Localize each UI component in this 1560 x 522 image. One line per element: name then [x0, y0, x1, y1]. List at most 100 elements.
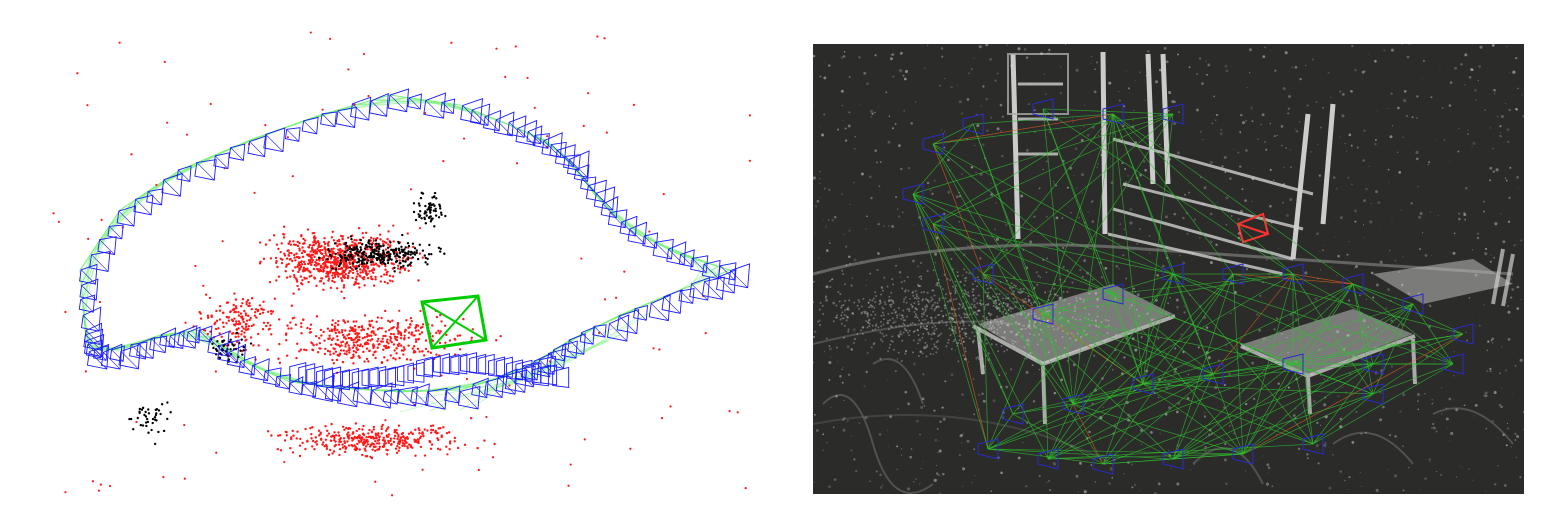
map-points	[128, 191, 447, 446]
keyframe-icon	[627, 221, 648, 245]
keyframe-icon	[716, 269, 737, 294]
keyframe-icon	[1442, 353, 1464, 375]
keyframe-icon	[397, 386, 418, 407]
keyframe-icon	[972, 263, 994, 285]
keyframe-icon	[1362, 353, 1384, 375]
keyframe-icon	[1202, 363, 1224, 385]
keyframe-icon	[369, 92, 389, 117]
keyframe-icon	[607, 314, 630, 342]
keyframe-icon	[607, 209, 628, 229]
keyframe-icon	[633, 305, 649, 321]
sparse-map-panel	[40, 30, 760, 500]
keyframe-icon	[483, 109, 502, 132]
keyframe-icon	[1162, 448, 1184, 470]
keyframe-icon	[648, 294, 671, 322]
keyframe-icon	[1162, 263, 1184, 285]
keyframe-icon	[1232, 443, 1254, 465]
keyframe-icon	[107, 224, 124, 240]
keyframe-icon	[1162, 103, 1184, 125]
keyframe-icon	[116, 205, 137, 227]
keyframe-icon	[440, 98, 456, 114]
dense-reconstruction-canvas	[813, 44, 1524, 494]
keyframe-icon	[1362, 383, 1384, 405]
keyframe-icon	[177, 324, 198, 349]
keyframe-icon	[423, 92, 447, 119]
keyframe-icon	[301, 116, 319, 135]
keyframe-icon	[1452, 323, 1474, 345]
keyframe-icon	[407, 93, 422, 110]
keyframe-icon	[197, 325, 213, 343]
keyframe-icon	[1302, 433, 1324, 455]
keyframe-icon	[176, 165, 192, 183]
keyframe-icon	[619, 215, 638, 237]
keyframe-trajectory	[78, 88, 751, 410]
keyframe-icon	[728, 263, 751, 289]
keyframe-icon	[1102, 103, 1124, 125]
keyframe-icon	[506, 115, 527, 138]
keyframe-icon	[1282, 353, 1304, 375]
keyframe-icon	[247, 135, 267, 158]
keyframe-icon	[312, 374, 335, 402]
keyframe-icon	[186, 326, 201, 344]
keyframe-icon	[470, 103, 491, 127]
keyframe-icon	[561, 340, 578, 359]
keyframe-icon	[320, 111, 337, 128]
reconstruction-points	[813, 44, 1524, 494]
local-map-points	[52, 31, 751, 497]
keyframe-icon	[689, 277, 711, 301]
keyframe-icon	[962, 113, 984, 135]
keyframe-icon	[902, 183, 924, 205]
keyframe-icon	[1032, 98, 1054, 120]
keyframe-icon	[146, 188, 164, 206]
keyframe-icon	[718, 262, 737, 281]
current-camera	[420, 294, 488, 350]
keyframe-icon	[78, 294, 96, 313]
sparse-map-canvas	[52, 31, 751, 497]
keyframe-icon	[690, 255, 709, 273]
keyframe-icon	[335, 106, 357, 128]
keyframe-icon	[1062, 393, 1084, 415]
keyframe-icon	[495, 368, 518, 395]
keyframe-icon	[250, 358, 270, 382]
keyframe-icon	[1282, 263, 1304, 285]
keyframe-icon	[275, 374, 292, 390]
keyframe-icon	[444, 385, 461, 404]
dense-reconstruction-panel	[813, 44, 1524, 494]
keyframe-icon	[350, 96, 372, 121]
keyframe-icon	[600, 195, 619, 219]
keyframe-icon	[213, 152, 230, 170]
keyframe-icon	[263, 127, 286, 153]
keyframe-icon	[1002, 403, 1024, 425]
keyframe-icon	[922, 213, 944, 235]
keyframe-icon	[580, 176, 597, 192]
keyframe-icon	[97, 236, 117, 256]
keyframe-icon	[284, 127, 301, 142]
keyframe-icon	[977, 438, 999, 460]
keyframe-icon	[352, 386, 373, 405]
keyframe-icon	[1092, 453, 1114, 475]
keyframe-icon	[678, 249, 695, 268]
keyframe-icon	[701, 276, 725, 300]
keyframe-icon	[1102, 283, 1124, 305]
keyframe-icon	[563, 154, 581, 171]
keyframe-icon	[592, 324, 607, 338]
keyframe-icon	[573, 164, 590, 182]
keyframe-icon	[228, 143, 246, 161]
keyframe-icon	[136, 336, 156, 359]
keyframe-icon	[387, 88, 410, 113]
keyframe-icon	[493, 111, 515, 137]
keyframe-icon	[207, 330, 230, 357]
keyframe-poses	[902, 98, 1474, 475]
covisibility-edges	[912, 108, 1464, 465]
keyframe-icon	[425, 387, 448, 410]
keyframe-icon	[410, 383, 430, 406]
keyframe-icon	[554, 144, 576, 168]
keyframe-icon	[83, 328, 104, 351]
keyframe-icon	[161, 172, 183, 197]
keyframe-icon	[194, 159, 217, 181]
keyframe-icon	[226, 343, 247, 369]
keyframe-icon	[1222, 263, 1244, 285]
keyframe-icon	[678, 288, 695, 304]
keyframe-icon	[238, 356, 256, 376]
keyframe-icon	[263, 367, 282, 387]
